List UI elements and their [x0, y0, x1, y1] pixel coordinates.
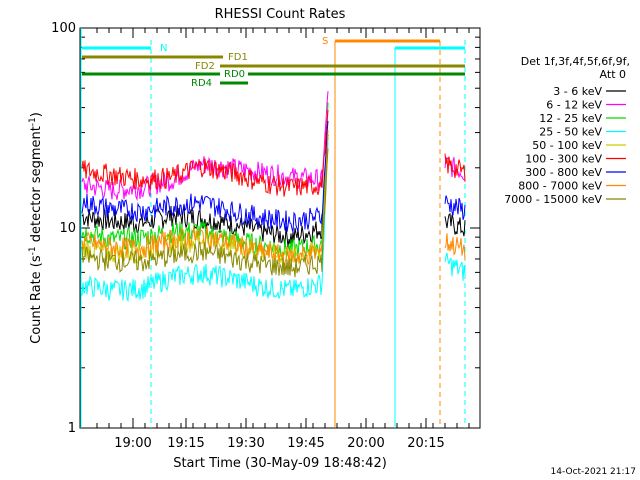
annotation-fd1-label: FD1: [228, 52, 248, 63]
x-axis-label: Start Time (30-May-09 18:48:42): [173, 456, 387, 471]
annotation-s-label: S: [322, 36, 328, 47]
legend-header-detectors: Det 1f,3f,4f,5f,6f,9f,: [521, 55, 630, 68]
legend-label-0: 3 - 6 keV: [553, 85, 602, 98]
x-tick-label-1915: 19:15: [167, 436, 204, 451]
series-line-6: [81, 120, 329, 233]
legend: Det 1f,3f,4f,5f,6f,9f, Att 0 3 - 6 keV6 …: [504, 55, 630, 206]
series-layer: [81, 91, 466, 303]
x-tick-label-2000: 20:00: [347, 436, 384, 451]
legend-label-1: 6 - 12 keV: [546, 99, 602, 112]
legend-header-attenuator: Att 0: [600, 68, 626, 81]
annotation-fd2-label: FD2: [195, 61, 215, 72]
y-tick-label-100: 100: [51, 21, 76, 36]
x-tick-label-1930: 19:30: [227, 436, 264, 451]
chart-title: RHESSI Count Rates: [215, 7, 346, 22]
legend-label-3: 25 - 50 keV: [539, 126, 602, 139]
x-tick-label-1945: 19:45: [287, 436, 324, 451]
y-axis: 100 10 1: [51, 21, 480, 436]
legend-label-7: 800 - 7000 keV: [518, 180, 602, 193]
annotation-rd0-label: RD0: [224, 69, 245, 80]
series-line-8: [81, 148, 329, 278]
legend-label-6: 300 - 800 keV: [525, 166, 602, 179]
x-tick-label-2015: 20:15: [407, 436, 444, 451]
series-line-7: [81, 130, 329, 267]
legend-label-4: 50 - 100 keV: [532, 139, 602, 152]
series-line-tail-0: [444, 212, 466, 237]
series-line-tail-3: [444, 252, 466, 281]
legend-label-2: 12 - 25 keV: [539, 112, 602, 125]
annotation-layer: N S FD1 FD2 RD0 RD4: [80, 28, 466, 428]
annotation-rd4-label: RD4: [191, 78, 212, 89]
y-tick-label-10: 10: [59, 221, 76, 236]
series-line-tail-7: [444, 233, 466, 260]
footer-timestamp: 14-Oct-2021 21:17: [551, 467, 636, 477]
series-line-tail-6: [444, 195, 466, 221]
x-axis: 19:00 19:15 19:30 19:45 20:00 20:15: [96, 28, 470, 451]
y-axis-label: Count Rate (s-1 detector segment-1): [28, 112, 44, 344]
y-tick-label-1: 1: [68, 421, 76, 436]
series-line-tail-5: [444, 153, 466, 182]
annotation-n-label: N: [160, 43, 167, 54]
legend-label-5: 100 - 300 keV: [525, 153, 602, 166]
series-line-3: [81, 142, 329, 303]
series-line-5: [81, 109, 329, 197]
legend-label-8: 7000 - 15000 keV: [504, 193, 602, 206]
x-tick-label-1900: 19:00: [114, 436, 151, 451]
series-line-1: [81, 91, 329, 202]
